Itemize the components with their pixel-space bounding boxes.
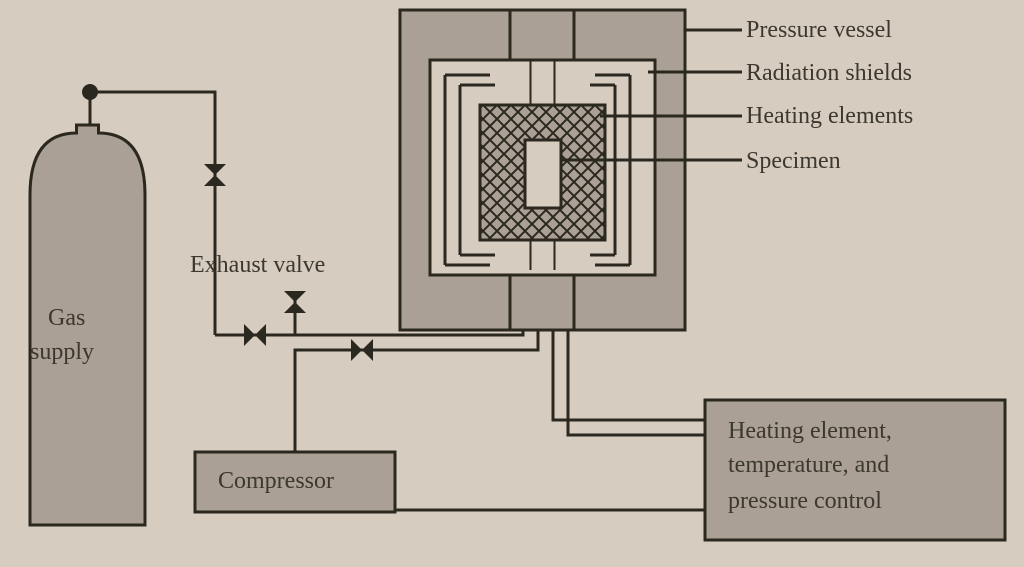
control-label-3: pressure control [728,488,882,515]
pressure-vessel-label: Pressure vessel [746,17,892,44]
specimen-label: Specimen [746,148,841,175]
gas-supply-label-2: supply [30,339,94,366]
gas-supply-label-1: Gas [48,305,85,332]
exhaust-valve-label: Exhaust valve [190,252,325,279]
heating-elements-label: Heating elements [746,103,913,130]
compressor-label: Compressor [218,468,334,495]
control-label-2: temperature, and [728,452,889,479]
control-label-1: Heating element, [728,418,892,445]
top-feedthrough [510,10,574,60]
bottom-feedthrough [510,270,574,330]
radiation-shields-label: Radiation shields [746,60,912,87]
specimen [525,140,561,208]
